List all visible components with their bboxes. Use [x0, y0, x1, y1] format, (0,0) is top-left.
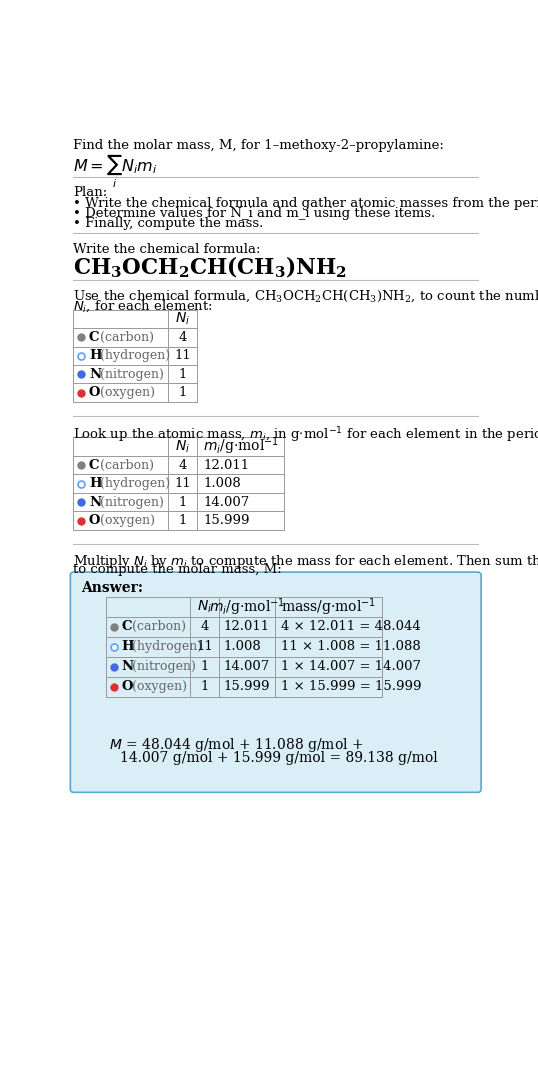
Text: • Write the chemical formula and gather atomic masses from the periodic table.: • Write the chemical formula and gather …: [74, 197, 538, 210]
Text: to compute the molar mass, M:: to compute the molar mass, M:: [74, 563, 282, 576]
Text: • Finally, compute the mass.: • Finally, compute the mass.: [74, 217, 264, 230]
Text: (hydrogen): (hydrogen): [96, 478, 170, 490]
Text: 1: 1: [179, 496, 187, 509]
Text: H: H: [89, 349, 102, 362]
Text: $N_i$: $N_i$: [197, 598, 212, 614]
Text: (oxygen): (oxygen): [129, 680, 187, 693]
Text: 11: 11: [174, 349, 191, 362]
Text: 11 × 1.008 = 11.088: 11 × 1.008 = 11.088: [281, 640, 421, 653]
Text: 4: 4: [179, 458, 187, 471]
Text: Plan:: Plan:: [74, 186, 108, 199]
Text: 1: 1: [179, 368, 187, 381]
Text: Use the chemical formula, $\mathregular{CH_3OCH_2CH(CH_3)NH_2}$, to count the nu: Use the chemical formula, $\mathregular{…: [74, 289, 538, 304]
Text: (carbon): (carbon): [96, 331, 154, 344]
Text: 4: 4: [179, 331, 187, 344]
Text: Look up the atomic mass, $m_i$, in g$\cdot$mol$^{-1}$ for each element in the pe: Look up the atomic mass, $m_i$, in g$\cd…: [74, 425, 538, 444]
Text: 15.999: 15.999: [204, 514, 250, 527]
Text: 1.008: 1.008: [224, 640, 261, 653]
Text: 15.999: 15.999: [224, 680, 270, 693]
Text: N: N: [89, 368, 101, 381]
Text: Write the chemical formula:: Write the chemical formula:: [74, 243, 261, 255]
Text: (carbon): (carbon): [129, 620, 187, 633]
Text: (hydrogen): (hydrogen): [129, 640, 203, 653]
Text: 14.007 g/mol + 15.999 g/mol = 89.138 g/mol: 14.007 g/mol + 15.999 g/mol = 89.138 g/m…: [120, 750, 438, 764]
Text: $m_i$/g$\cdot$mol$^{-1}$: $m_i$/g$\cdot$mol$^{-1}$: [203, 436, 279, 457]
Text: 1 × 15.999 = 15.999: 1 × 15.999 = 15.999: [281, 680, 422, 693]
Text: $m_i$/g$\cdot$mol$^{-1}$: $m_i$/g$\cdot$mol$^{-1}$: [209, 596, 285, 618]
Text: 12.011: 12.011: [224, 620, 270, 633]
FancyBboxPatch shape: [70, 572, 481, 792]
Text: mass/g$\cdot$mol$^{-1}$: mass/g$\cdot$mol$^{-1}$: [281, 596, 376, 618]
Text: (carbon): (carbon): [96, 458, 154, 471]
Text: C: C: [122, 620, 132, 633]
Text: C: C: [89, 458, 100, 471]
Text: 1: 1: [179, 386, 187, 399]
Text: 14.007: 14.007: [224, 661, 270, 674]
Text: $N_i$: $N_i$: [175, 310, 190, 327]
Text: 1: 1: [200, 661, 209, 674]
Text: Answer:: Answer:: [81, 581, 143, 595]
Text: 11: 11: [196, 640, 213, 653]
Text: O: O: [89, 386, 101, 399]
Text: Find the molar mass, M, for 1–methoxy-2–propylamine:: Find the molar mass, M, for 1–methoxy-2–…: [74, 139, 444, 152]
Text: H: H: [122, 640, 134, 653]
Text: (oxygen): (oxygen): [96, 514, 155, 527]
Text: N: N: [122, 661, 133, 674]
Text: C: C: [89, 331, 100, 344]
Text: 12.011: 12.011: [204, 458, 250, 471]
Text: $M = \sum_i N_i m_i$: $M = \sum_i N_i m_i$: [74, 152, 158, 190]
Text: • Determine values for N_i and m_i using these items.: • Determine values for N_i and m_i using…: [74, 207, 436, 220]
Text: 1.008: 1.008: [204, 478, 242, 490]
Text: $N_i$, for each element:: $N_i$, for each element:: [74, 299, 214, 314]
Text: $N_i$: $N_i$: [175, 439, 190, 455]
Text: $\mathregular{CH_3OCH_2CH(CH_3)NH_2}$: $\mathregular{CH_3OCH_2CH(CH_3)NH_2}$: [74, 254, 348, 280]
Text: Multiply $N_i$ by $m_i$ to compute the mass for each element. Then sum those val: Multiply $N_i$ by $m_i$ to compute the m…: [74, 553, 538, 570]
Text: (nitrogen): (nitrogen): [129, 661, 196, 674]
Text: 14.007: 14.007: [204, 496, 250, 509]
Text: 4 × 12.011 = 48.044: 4 × 12.011 = 48.044: [281, 620, 421, 633]
Text: O: O: [122, 680, 133, 693]
Text: 1: 1: [179, 514, 187, 527]
Text: H: H: [89, 478, 102, 490]
Text: O: O: [89, 514, 101, 527]
Text: $M$ = 48.044 g/mol + 11.088 g/mol +: $M$ = 48.044 g/mol + 11.088 g/mol +: [109, 735, 364, 754]
Text: 11: 11: [174, 478, 191, 490]
Text: (hydrogen): (hydrogen): [96, 349, 170, 362]
Text: (nitrogen): (nitrogen): [96, 368, 164, 381]
Text: 4: 4: [200, 620, 209, 633]
Text: 1 × 14.007 = 14.007: 1 × 14.007 = 14.007: [281, 661, 421, 674]
Text: (nitrogen): (nitrogen): [96, 496, 164, 509]
Text: 1: 1: [200, 680, 209, 693]
Text: N: N: [89, 496, 101, 509]
Text: (oxygen): (oxygen): [96, 386, 155, 399]
